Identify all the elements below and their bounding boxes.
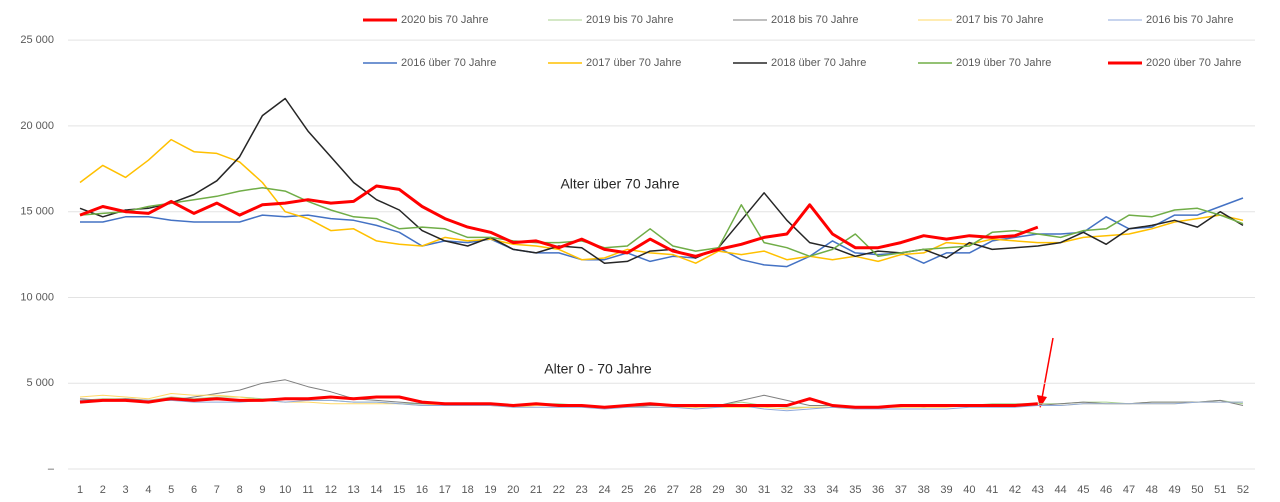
x-tick-label: 26 bbox=[644, 484, 656, 496]
legend-label: 2016 bis 70 Jahre bbox=[1146, 14, 1233, 26]
annotation: Alter über 70 Jahre bbox=[560, 176, 679, 192]
x-tick-label: 2 bbox=[100, 484, 106, 496]
x-tick-label: 36 bbox=[872, 484, 884, 496]
series-line bbox=[79, 97, 1244, 264]
x-tick-label: 15 bbox=[393, 484, 405, 496]
series-line bbox=[79, 186, 1244, 258]
x-tick-label: 30 bbox=[735, 484, 747, 496]
x-tick-label: 39 bbox=[940, 484, 952, 496]
x-tick-label: 44 bbox=[1054, 484, 1066, 496]
x-tick-label: 23 bbox=[576, 484, 588, 496]
x-tick-label: 41 bbox=[986, 484, 998, 496]
x-tick-label: 48 bbox=[1146, 484, 1158, 496]
x-tick-label: 38 bbox=[918, 484, 930, 496]
x-tick-label: 9 bbox=[259, 484, 265, 496]
x-tick-label: 50 bbox=[1191, 484, 1203, 496]
x-tick-label: 16 bbox=[416, 484, 428, 496]
x-tick-label: 22 bbox=[553, 484, 565, 496]
x-tick-label: 21 bbox=[530, 484, 542, 496]
x-tick-label: 11 bbox=[302, 484, 313, 496]
x-tick-label: 17 bbox=[439, 484, 451, 496]
y-tick-label: 25 000 bbox=[20, 34, 54, 46]
x-tick-label: 13 bbox=[348, 484, 360, 496]
x-tick-label: 1 bbox=[77, 484, 83, 496]
x-tick-label: 4 bbox=[145, 484, 151, 496]
x-tick-label: 51 bbox=[1214, 484, 1226, 496]
legend-label: 2018 bis 70 Jahre bbox=[771, 14, 858, 26]
x-tick-label: 19 bbox=[484, 484, 496, 496]
legend-label: 2019 über 70 Jahre bbox=[956, 57, 1051, 69]
legend-label: 2016 über 70 Jahre bbox=[401, 57, 496, 69]
x-tick-label: 10 bbox=[279, 484, 291, 496]
x-tick-label: 29 bbox=[712, 484, 724, 496]
x-tick-label: 8 bbox=[237, 484, 243, 496]
x-tick-label: 3 bbox=[123, 484, 129, 496]
x-tick-label: 34 bbox=[826, 484, 838, 496]
series-line bbox=[79, 184, 1039, 258]
y-tick-label: 15 000 bbox=[20, 206, 54, 218]
y-tick-label: – bbox=[48, 463, 55, 475]
x-tick-label: 40 bbox=[963, 484, 975, 496]
x-tick-label: 25 bbox=[621, 484, 633, 496]
x-tick-label: 32 bbox=[781, 484, 793, 496]
series-line bbox=[80, 197, 1244, 268]
x-tick-label: 43 bbox=[1032, 484, 1044, 496]
x-tick-label: 52 bbox=[1237, 484, 1249, 496]
x-tick-label: 28 bbox=[690, 484, 702, 496]
legend-label: 2017 bis 70 Jahre bbox=[956, 14, 1043, 26]
x-tick-label: 5 bbox=[168, 484, 174, 496]
x-tick-label: 27 bbox=[667, 484, 679, 496]
series-line bbox=[79, 379, 1244, 408]
x-tick-label: 47 bbox=[1123, 484, 1135, 496]
x-tick-label: 49 bbox=[1168, 484, 1180, 496]
x-tick-label: 42 bbox=[1009, 484, 1021, 496]
arrow bbox=[1037, 337, 1054, 408]
x-tick-label: 33 bbox=[804, 484, 816, 496]
legend-label: 2020 über 70 Jahre bbox=[1146, 57, 1241, 69]
series-line bbox=[79, 395, 1038, 409]
series-line bbox=[80, 399, 1243, 412]
x-tick-label: 45 bbox=[1077, 484, 1089, 496]
x-tick-label: 12 bbox=[325, 484, 337, 496]
x-tick-label: 14 bbox=[370, 484, 382, 496]
annotation: Alter 0 - 70 Jahre bbox=[544, 361, 652, 377]
x-tick-label: 6 bbox=[191, 484, 197, 496]
x-tick-label: 46 bbox=[1100, 484, 1112, 496]
x-tick-label: 37 bbox=[895, 484, 907, 496]
y-tick-label: 5 000 bbox=[26, 377, 54, 389]
x-tick-label: 20 bbox=[507, 484, 519, 496]
x-tick-label: 35 bbox=[849, 484, 861, 496]
y-tick-label: 10 000 bbox=[20, 291, 54, 303]
legend-label: 2019 bis 70 Jahre bbox=[586, 14, 673, 26]
x-tick-label: 24 bbox=[598, 484, 610, 496]
legend-label: 2018 über 70 Jahre bbox=[771, 57, 866, 69]
x-tick-label: 18 bbox=[462, 484, 474, 496]
y-tick-label: 20 000 bbox=[20, 120, 54, 132]
legend-label: 2020 bis 70 Jahre bbox=[401, 14, 488, 26]
x-tick-label: 7 bbox=[214, 484, 220, 496]
legend-label: 2017 über 70 Jahre bbox=[586, 57, 681, 69]
series-line bbox=[79, 138, 1244, 264]
x-tick-label: 31 bbox=[758, 484, 770, 496]
